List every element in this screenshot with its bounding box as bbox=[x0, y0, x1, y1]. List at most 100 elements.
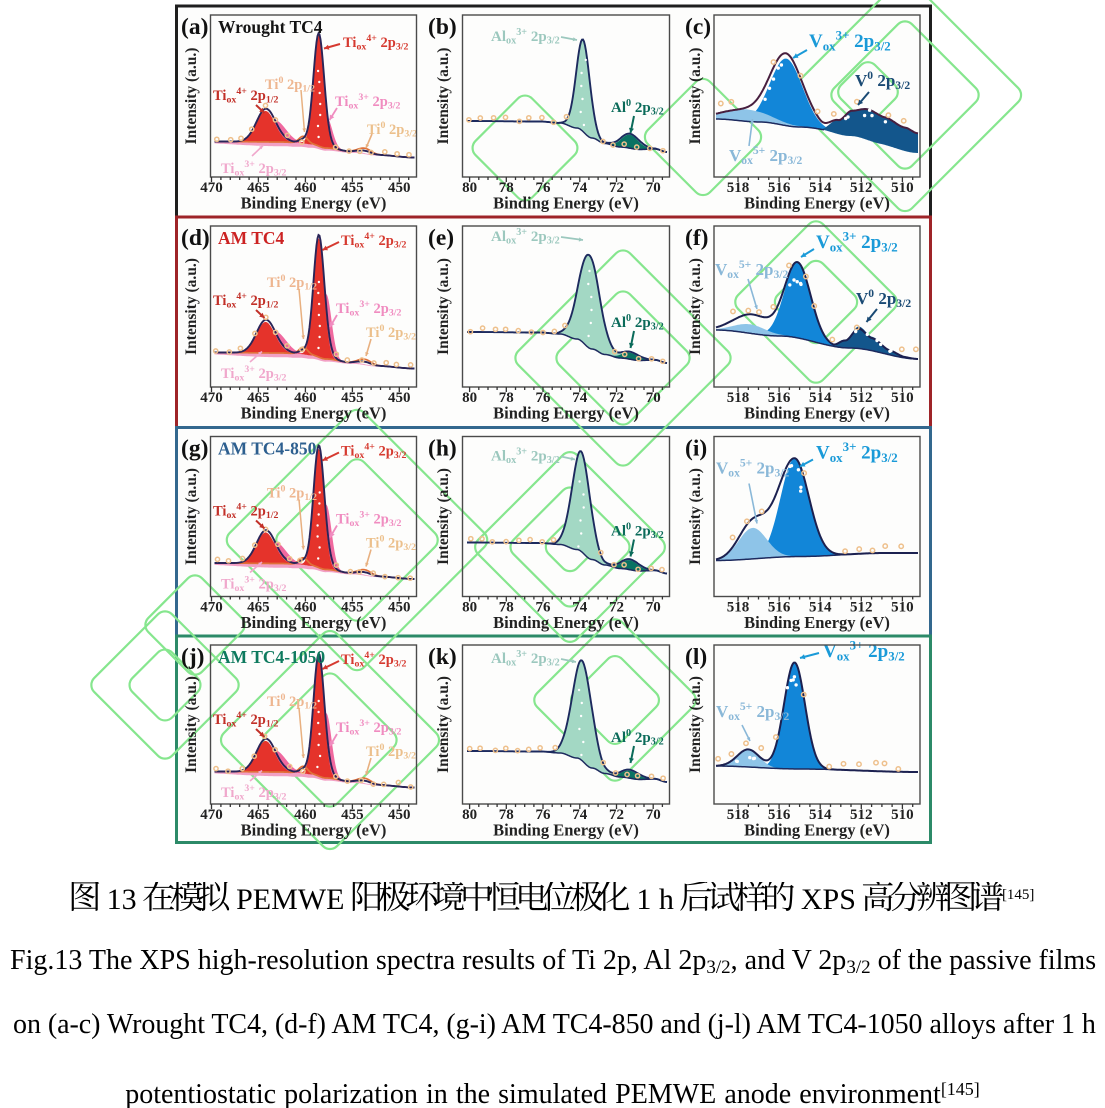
svg-text:Ti0 2p1/2: Ti0 2p1/2 bbox=[267, 273, 317, 292]
svg-text:460: 460 bbox=[294, 390, 317, 406]
svg-text:(c): (c) bbox=[685, 14, 711, 40]
svg-text:Ti0 2p3/2: Ti0 2p3/2 bbox=[366, 534, 416, 553]
svg-text:450: 450 bbox=[388, 599, 411, 615]
svg-text:70: 70 bbox=[646, 180, 661, 196]
svg-text:74: 74 bbox=[572, 390, 588, 406]
svg-text:(a): (a) bbox=[181, 14, 208, 40]
svg-text:78: 78 bbox=[499, 180, 514, 196]
svg-text:80: 80 bbox=[462, 807, 477, 823]
svg-text:Binding Energy (eV): Binding Energy (eV) bbox=[744, 613, 890, 632]
svg-text:Tiox3+ 2p3/2: Tiox3+ 2p3/2 bbox=[221, 783, 287, 802]
svg-text:AM TC4-850: AM TC4-850 bbox=[218, 439, 317, 459]
svg-text:512: 512 bbox=[850, 180, 873, 196]
svg-text:Tiox3+ 2p3/2: Tiox3+ 2p3/2 bbox=[336, 510, 402, 529]
svg-text:455: 455 bbox=[341, 390, 364, 406]
svg-text:(e): (e) bbox=[428, 225, 454, 251]
svg-text:78: 78 bbox=[499, 599, 514, 615]
svg-text:Tiox4+ 2p1/2: Tiox4+ 2p1/2 bbox=[213, 86, 279, 105]
svg-text:516: 516 bbox=[768, 807, 791, 823]
svg-text:470: 470 bbox=[200, 180, 223, 196]
svg-text:Intensity (a.u.): Intensity (a.u.) bbox=[687, 48, 704, 145]
svg-text:78: 78 bbox=[499, 390, 514, 406]
svg-text:72: 72 bbox=[609, 599, 624, 615]
svg-text:Ti0 2p1/2: Ti0 2p1/2 bbox=[267, 692, 317, 711]
svg-text:510: 510 bbox=[891, 180, 914, 196]
svg-text:AM TC4: AM TC4 bbox=[218, 228, 285, 248]
svg-text:465: 465 bbox=[247, 599, 270, 615]
svg-text:460: 460 bbox=[294, 807, 317, 823]
svg-text:Alox3+ 2p3/2: Alox3+ 2p3/2 bbox=[491, 649, 560, 669]
svg-text:470: 470 bbox=[200, 599, 223, 615]
svg-text:70: 70 bbox=[646, 390, 661, 406]
svg-text:514: 514 bbox=[809, 807, 832, 823]
svg-text:78: 78 bbox=[499, 807, 514, 823]
svg-text:518: 518 bbox=[727, 807, 750, 823]
svg-text:Binding Energy (eV): Binding Energy (eV) bbox=[493, 821, 639, 840]
svg-text:Intensity (a.u.): Intensity (a.u.) bbox=[183, 468, 200, 565]
svg-text:(b): (b) bbox=[428, 14, 457, 40]
svg-text:(g): (g) bbox=[181, 436, 208, 462]
svg-text:72: 72 bbox=[609, 807, 624, 823]
svg-text:Binding Energy (eV): Binding Energy (eV) bbox=[241, 613, 387, 632]
svg-text:Alox3+ 2p3/2: Alox3+ 2p3/2 bbox=[491, 27, 560, 47]
svg-text:(i): (i) bbox=[685, 436, 707, 462]
svg-text:Ti0 2p1/2: Ti0 2p1/2 bbox=[265, 75, 315, 94]
svg-text:512: 512 bbox=[850, 390, 873, 406]
svg-text:Tiox3+ 2p3/2: Tiox3+ 2p3/2 bbox=[335, 92, 401, 111]
svg-text:Ti0 2p3/2: Ti0 2p3/2 bbox=[366, 742, 416, 761]
svg-text:Ti0 2p1/2: Ti0 2p1/2 bbox=[267, 484, 317, 503]
svg-text:Vox5+ 2p3/2: Vox5+ 2p3/2 bbox=[729, 144, 803, 167]
svg-text:Intensity (a.u.): Intensity (a.u.) bbox=[435, 676, 452, 773]
svg-text:Alox3+ 2p3/2: Alox3+ 2p3/2 bbox=[491, 447, 560, 467]
svg-text:450: 450 bbox=[388, 180, 411, 196]
svg-text:510: 510 bbox=[891, 807, 914, 823]
svg-text:Al0 2p3/2: Al0 2p3/2 bbox=[611, 98, 664, 118]
svg-text:Vox3+ 2p3/2: Vox3+ 2p3/2 bbox=[816, 229, 898, 254]
svg-text:Al0 2p3/2: Al0 2p3/2 bbox=[611, 522, 664, 542]
svg-text:Vox3+ 2p3/2: Vox3+ 2p3/2 bbox=[816, 440, 898, 465]
svg-text:Vox5+ 2p3/2: Vox5+ 2p3/2 bbox=[716, 700, 790, 723]
svg-text:Binding Energy (eV): Binding Energy (eV) bbox=[241, 194, 387, 213]
svg-text:Binding Energy (eV): Binding Energy (eV) bbox=[744, 821, 890, 840]
svg-text:Tiox4+ 2p1/2: Tiox4+ 2p1/2 bbox=[213, 502, 279, 521]
svg-text:Al0 2p3/2: Al0 2p3/2 bbox=[611, 313, 664, 333]
svg-text:Intensity (a.u.): Intensity (a.u.) bbox=[183, 258, 200, 355]
svg-text:Tiox4+ 2p1/2: Tiox4+ 2p1/2 bbox=[213, 291, 279, 310]
svg-text:(d): (d) bbox=[181, 225, 210, 251]
svg-text:455: 455 bbox=[341, 807, 364, 823]
svg-text:460: 460 bbox=[294, 180, 317, 196]
svg-text:518: 518 bbox=[727, 390, 750, 406]
svg-text:Tiox3+ 2p3/2: Tiox3+ 2p3/2 bbox=[221, 364, 287, 383]
svg-text:Intensity (a.u.): Intensity (a.u.) bbox=[687, 468, 704, 565]
svg-text:(k): (k) bbox=[428, 644, 457, 670]
svg-text:516: 516 bbox=[768, 180, 791, 196]
svg-text:Binding Energy (eV): Binding Energy (eV) bbox=[493, 404, 639, 423]
svg-text:72: 72 bbox=[609, 390, 624, 406]
svg-text:Wrought TC4: Wrought TC4 bbox=[218, 17, 323, 37]
svg-text:512: 512 bbox=[850, 599, 873, 615]
svg-text:Tiox4+ 2p1/2: Tiox4+ 2p1/2 bbox=[213, 710, 279, 729]
svg-text:80: 80 bbox=[462, 390, 477, 406]
svg-text:470: 470 bbox=[200, 807, 223, 823]
svg-text:72: 72 bbox=[609, 180, 624, 196]
svg-text:Ti0 2p3/2: Ti0 2p3/2 bbox=[366, 323, 416, 342]
svg-text:465: 465 bbox=[247, 807, 270, 823]
svg-text:V0 2p3/2: V0 2p3/2 bbox=[856, 287, 911, 310]
svg-text:465: 465 bbox=[247, 390, 270, 406]
svg-text:76: 76 bbox=[536, 599, 552, 615]
svg-text:Vox5+ 2p3/2: Vox5+ 2p3/2 bbox=[715, 258, 789, 281]
svg-text:76: 76 bbox=[536, 180, 552, 196]
svg-text:74: 74 bbox=[572, 180, 588, 196]
svg-text:Ti0 2p3/2: Ti0 2p3/2 bbox=[367, 120, 417, 139]
svg-text:76: 76 bbox=[536, 807, 552, 823]
svg-text:80: 80 bbox=[462, 180, 477, 196]
svg-text:Intensity (a.u.): Intensity (a.u.) bbox=[183, 48, 200, 145]
svg-text:512: 512 bbox=[850, 807, 873, 823]
svg-text:Intensity (a.u.): Intensity (a.u.) bbox=[435, 258, 452, 355]
svg-text:514: 514 bbox=[809, 390, 832, 406]
svg-text:Intensity (a.u.): Intensity (a.u.) bbox=[435, 48, 452, 145]
svg-text:516: 516 bbox=[768, 599, 791, 615]
svg-text:76: 76 bbox=[536, 390, 552, 406]
svg-text:514: 514 bbox=[809, 599, 832, 615]
svg-text:Tiox4+ 2p3/2: Tiox4+ 2p3/2 bbox=[341, 650, 407, 669]
